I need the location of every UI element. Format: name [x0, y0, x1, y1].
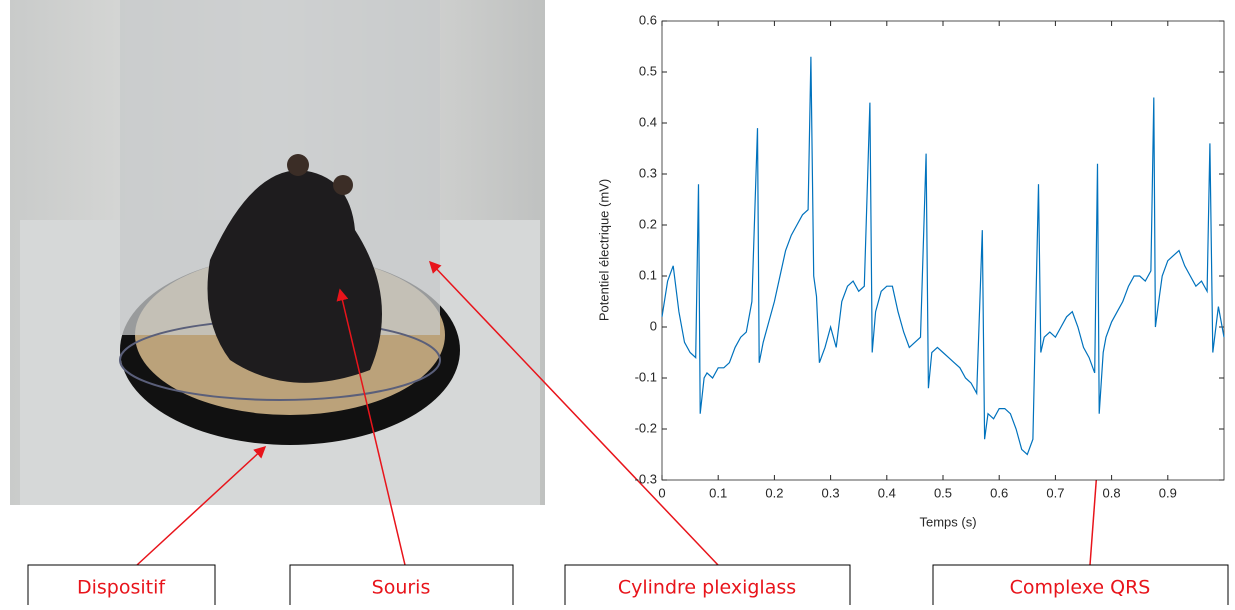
y-tick-label: 0.6 — [639, 12, 657, 27]
callout-label: Dispositif — [77, 577, 166, 599]
y-tick-label: 0 — [650, 318, 657, 333]
x-tick-label: 0.4 — [878, 485, 896, 500]
arrow — [336, 288, 406, 566]
y-tick-label: -0.2 — [635, 420, 657, 435]
callout-box — [564, 564, 851, 610]
y-tick-label: -0.1 — [635, 369, 657, 384]
x-axis-label: Temps (s) — [919, 514, 976, 529]
photo — [10, 0, 545, 505]
y-tick-label: 0.5 — [639, 63, 657, 78]
x-tick-label: 0.9 — [1159, 485, 1177, 500]
x-tick-label: 0.1 — [709, 485, 727, 500]
callout-box — [932, 564, 1229, 610]
arrow — [136, 445, 267, 566]
plot-frame — [661, 20, 1225, 481]
x-tick-label: 0.7 — [1046, 485, 1064, 500]
callout-label: Cylindre plexiglass — [618, 577, 796, 599]
y-tick-label: 0.1 — [639, 267, 657, 282]
y-tick-label: -0.3 — [635, 471, 657, 486]
y-tick-label: 0.4 — [639, 114, 657, 129]
callout-box — [289, 564, 514, 610]
x-tick-label: 0.5 — [934, 485, 952, 500]
x-tick-label: 0 — [658, 485, 665, 500]
ecg-line — [661, 56, 1225, 456]
callout-label: Souris — [372, 577, 431, 599]
x-tick-label: 0.6 — [990, 485, 1008, 500]
callout-label: Complexe QRS — [1010, 577, 1151, 599]
arrow — [428, 260, 719, 566]
callout-box — [27, 564, 216, 610]
x-tick-label: 0.2 — [765, 485, 783, 500]
x-tick-label: 0.8 — [1103, 485, 1121, 500]
y-tick-label: 0.3 — [639, 165, 657, 180]
y-axis-label: Potentiel électrique (mV) — [596, 179, 611, 321]
x-tick-label: 0.3 — [822, 485, 840, 500]
callouts: Dispositif Souris Cylindre plexiglass Co… — [27, 260, 1229, 610]
y-tick-label: 0.2 — [639, 216, 657, 231]
chart: Temps (s) Potentiel électrique (mV) -0.3… — [596, 12, 1225, 529]
